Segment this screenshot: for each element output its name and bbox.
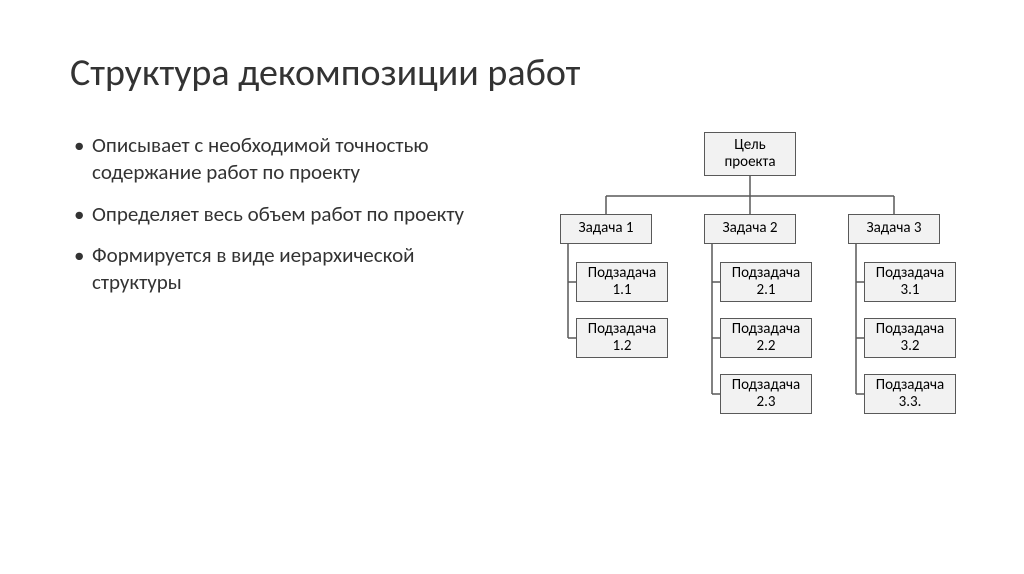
tree-node-s12: Подзадача 1.2 <box>576 318 668 358</box>
tree-node-s21: Подзадача 2.1 <box>720 262 812 302</box>
tree-node-s11: Подзадача 1.1 <box>576 262 668 302</box>
tree-node-s22: Подзадача 2.2 <box>720 318 812 358</box>
tree-node-s33: Подзадача 3.3. <box>864 374 956 414</box>
tree-edges <box>520 132 980 472</box>
slide-title: Структура декомпозиции работ <box>70 50 964 96</box>
bullet-item: Описывает с необходимой точностью содерж… <box>70 132 490 187</box>
bullet-item: Формируется в виде иерархической структу… <box>70 242 490 297</box>
tree-node-t2: Задача 2 <box>704 214 796 244</box>
tree-node-s31: Подзадача 3.1 <box>864 262 956 302</box>
tree-node-s32: Подзадача 3.2 <box>864 318 956 358</box>
slide: Структура декомпозиции работ Описывает с… <box>0 0 1024 574</box>
tree-node-root: Цель проекта <box>704 132 796 176</box>
tree-node-s23: Подзадача 2.3 <box>720 374 812 414</box>
wbs-tree-diagram: Цель проекта Задача 1 Задача 2 Задача 3 Подз… <box>520 132 964 472</box>
bullet-list: Описывает с необходимой точностью содерж… <box>70 132 490 472</box>
tree-node-t1: Задача 1 <box>560 214 652 244</box>
slide-body: Описывает с необходимой точностью содерж… <box>70 132 964 472</box>
bullet-ul: Описывает с необходимой точностью содерж… <box>70 132 490 296</box>
tree-node-t3: Задача 3 <box>848 214 940 244</box>
bullet-item: Определяет весь объем работ по проекту <box>70 201 490 228</box>
